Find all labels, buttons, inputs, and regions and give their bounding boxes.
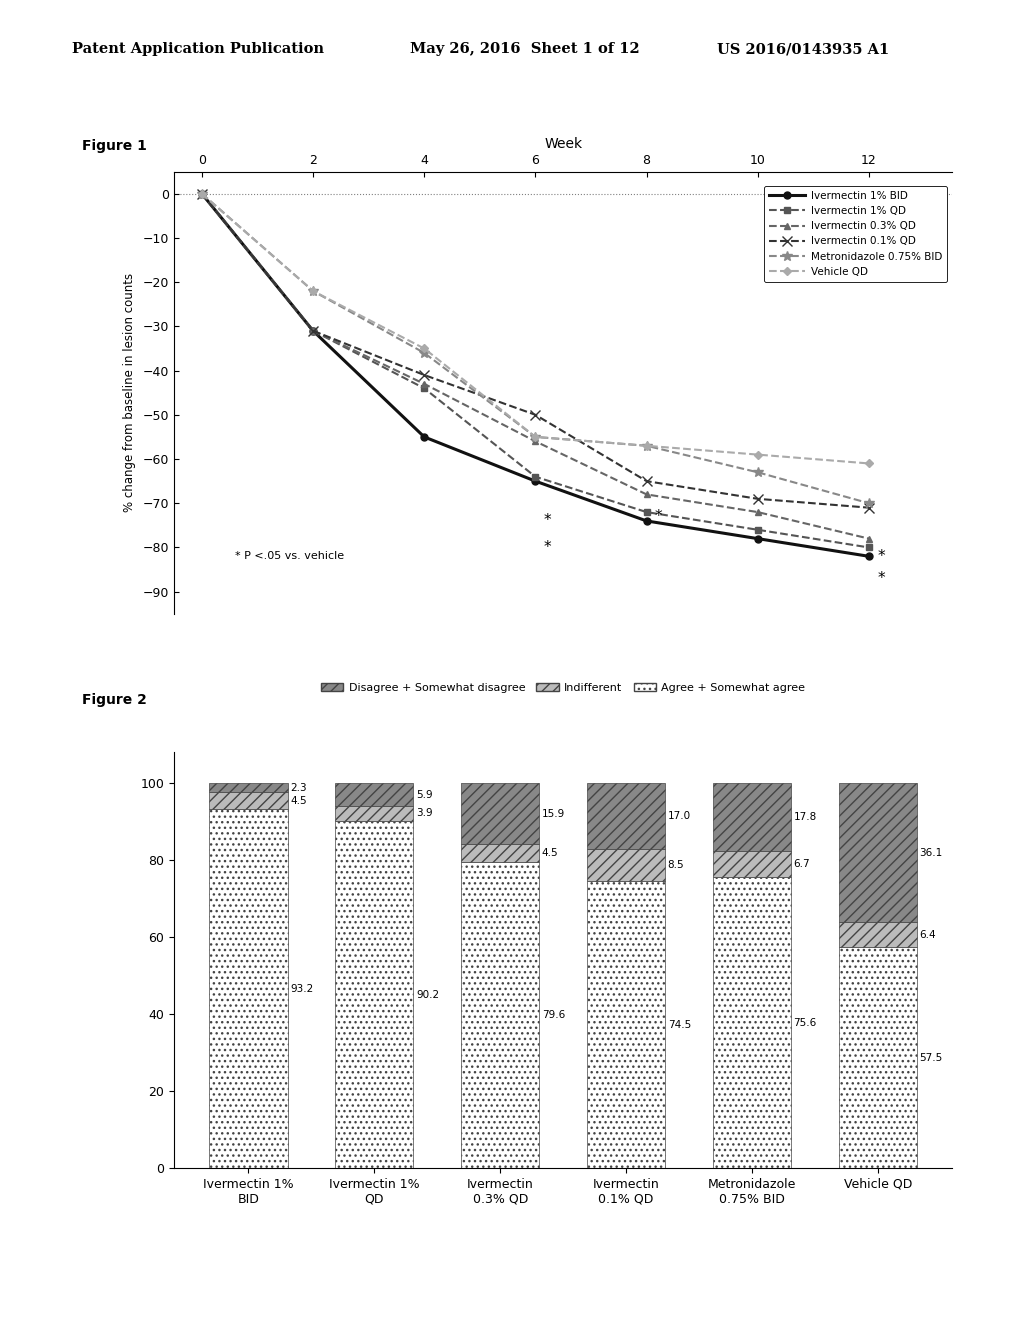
Text: 2.3: 2.3	[290, 783, 306, 792]
Bar	[210, 809, 288, 1168]
Ivermectin 1% BID	[752, 531, 764, 546]
Ivermectin 1% BID	[418, 429, 430, 445]
Text: May 26, 2016  Sheet 1 of 12: May 26, 2016 Sheet 1 of 12	[410, 42, 639, 57]
Bar	[461, 845, 540, 862]
Bar	[461, 862, 540, 1168]
Metronidazole 0.75% BID	[752, 465, 764, 480]
Vehicle QD	[863, 455, 876, 471]
Text: 3.9: 3.9	[416, 808, 432, 818]
Ivermectin 1% QD	[418, 380, 430, 396]
Metronidazole 0.75% BID	[196, 186, 208, 202]
Line: Ivermectin 1% QD: Ivermectin 1% QD	[199, 190, 872, 550]
Text: 93.2: 93.2	[290, 983, 313, 994]
Text: *: *	[544, 540, 551, 554]
Metronidazole 0.75% BID	[307, 282, 319, 298]
Vehicle QD	[529, 429, 542, 445]
Text: 4.5: 4.5	[290, 796, 306, 805]
Ivermectin 0.1% QD	[418, 367, 430, 383]
Ivermectin 1% QD	[307, 323, 319, 339]
Text: 74.5: 74.5	[668, 1020, 691, 1030]
Bar	[839, 923, 916, 946]
Ivermectin 0.3% QD	[752, 504, 764, 520]
Text: 15.9: 15.9	[542, 809, 565, 818]
Ivermectin 1% BID	[529, 473, 542, 488]
Ivermectin 0.1% QD	[196, 186, 208, 202]
Bar	[587, 783, 666, 849]
Text: Figure 2: Figure 2	[82, 693, 146, 708]
Ivermectin 1% QD	[863, 540, 876, 556]
Bar	[587, 882, 666, 1168]
Text: 8.5: 8.5	[668, 861, 684, 870]
X-axis label: Week: Week	[544, 137, 583, 152]
Text: 90.2: 90.2	[416, 990, 439, 999]
Text: 17.0: 17.0	[668, 810, 691, 821]
Ivermectin 1% BID	[196, 186, 208, 202]
Metronidazole 0.75% BID	[418, 345, 430, 360]
Text: 17.8: 17.8	[794, 812, 817, 822]
Ivermectin 0.1% QD	[863, 500, 876, 516]
Text: 5.9: 5.9	[416, 789, 432, 800]
Vehicle QD	[640, 438, 652, 454]
Ivermectin 1% QD	[752, 521, 764, 537]
Legend: Ivermectin 1% BID, Ivermectin 1% QD, Ivermectin 0.3% QD, Ivermectin 0.1% QD, Met: Ivermectin 1% BID, Ivermectin 1% QD, Ive…	[764, 186, 947, 282]
Bar	[335, 807, 414, 821]
Bar	[335, 821, 414, 1168]
Line: Vehicle QD: Vehicle QD	[199, 191, 871, 466]
Text: *: *	[878, 549, 885, 564]
Ivermectin 0.3% QD	[863, 531, 876, 546]
Text: *: *	[878, 572, 885, 586]
Ivermectin 0.3% QD	[196, 186, 208, 202]
Ivermectin 0.3% QD	[307, 323, 319, 339]
Text: 36.1: 36.1	[920, 847, 943, 858]
Bar	[713, 876, 792, 1168]
Text: US 2016/0143935 A1: US 2016/0143935 A1	[717, 42, 889, 57]
Legend: Disagree + Somewhat disagree, Indifferent, Agree + Somewhat agree: Disagree + Somewhat disagree, Indifferen…	[316, 678, 810, 697]
Ivermectin 1% QD	[640, 504, 652, 520]
Ivermectin 0.3% QD	[640, 487, 652, 503]
Text: 6.4: 6.4	[920, 929, 936, 940]
Text: Patent Application Publication: Patent Application Publication	[72, 42, 324, 57]
Bar	[839, 783, 916, 923]
Bar	[461, 783, 540, 845]
Bar	[210, 792, 288, 809]
Bar	[713, 783, 792, 851]
Text: 57.5: 57.5	[920, 1052, 943, 1063]
Vehicle QD	[752, 446, 764, 462]
Ivermectin 0.3% QD	[529, 433, 542, 449]
Bar	[839, 946, 916, 1168]
Text: Figure 1: Figure 1	[82, 139, 146, 153]
Ivermectin 0.1% QD	[529, 407, 542, 422]
Line: Ivermectin 1% BID: Ivermectin 1% BID	[199, 190, 872, 560]
Metronidazole 0.75% BID	[529, 429, 542, 445]
Text: *: *	[544, 513, 551, 528]
Ivermectin 1% QD	[529, 469, 542, 484]
Vehicle QD	[196, 186, 208, 202]
Text: * P <.05 vs. vehicle: * P <.05 vs. vehicle	[236, 552, 344, 561]
Ivermectin 0.3% QD	[418, 376, 430, 392]
Ivermectin 1% BID	[863, 548, 876, 564]
Line: Metronidazole 0.75% BID: Metronidazole 0.75% BID	[197, 189, 873, 508]
Text: 79.6: 79.6	[542, 1010, 565, 1020]
Ivermectin 0.1% QD	[307, 323, 319, 339]
Ivermectin 1% BID	[640, 513, 652, 529]
Y-axis label: % change from baseline in lesion counts: % change from baseline in lesion counts	[123, 273, 136, 512]
Ivermectin 1% QD	[196, 186, 208, 202]
Text: 6.7: 6.7	[794, 859, 810, 870]
Text: 4.5: 4.5	[542, 847, 558, 858]
Metronidazole 0.75% BID	[863, 495, 876, 511]
Line: Ivermectin 0.1% QD: Ivermectin 0.1% QD	[197, 189, 873, 512]
Ivermectin 1% BID	[307, 323, 319, 339]
Metronidazole 0.75% BID	[640, 438, 652, 454]
Vehicle QD	[418, 341, 430, 356]
Ivermectin 0.1% QD	[752, 491, 764, 507]
Vehicle QD	[307, 282, 319, 298]
Text: *: *	[655, 510, 663, 524]
Bar	[713, 851, 792, 876]
Bar	[335, 783, 414, 807]
Text: 75.6: 75.6	[794, 1018, 817, 1028]
Line: Ivermectin 0.3% QD: Ivermectin 0.3% QD	[199, 190, 872, 543]
Bar	[210, 783, 288, 792]
Bar	[587, 849, 666, 882]
Ivermectin 0.1% QD	[640, 473, 652, 488]
